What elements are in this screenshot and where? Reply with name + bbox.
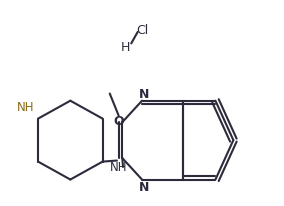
Text: O: O: [113, 114, 124, 127]
Text: NH: NH: [110, 161, 128, 174]
Text: N: N: [139, 88, 149, 101]
Text: Cl: Cl: [136, 23, 148, 36]
Text: NH: NH: [17, 100, 34, 113]
Text: N: N: [139, 180, 149, 193]
Text: H: H: [121, 41, 131, 54]
